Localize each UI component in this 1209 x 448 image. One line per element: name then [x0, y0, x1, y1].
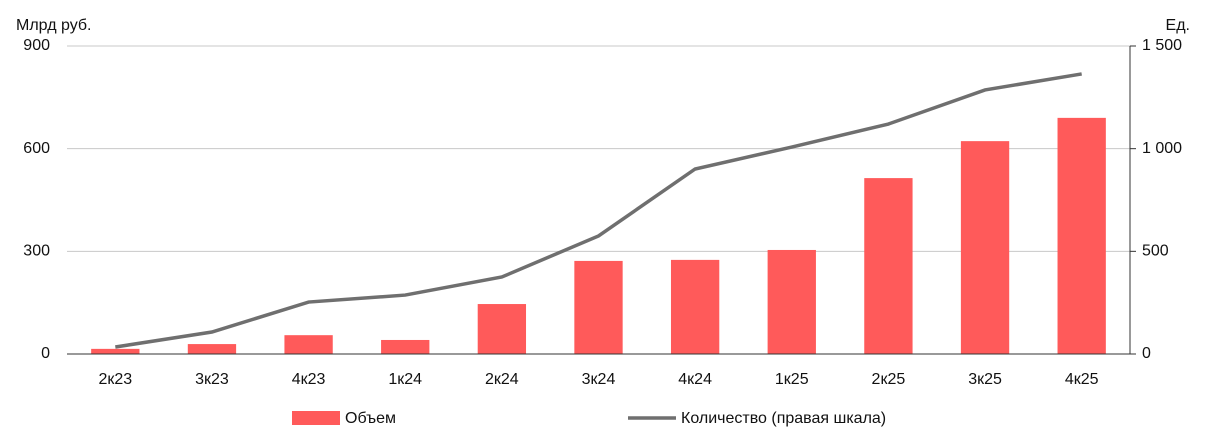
y-tick-label: 900: [23, 37, 50, 54]
bar: [477, 304, 527, 354]
bar: [284, 335, 333, 354]
bar: [187, 344, 237, 354]
line: [115, 72, 1082, 349]
y2-tick-label: 1 500: [1142, 37, 1182, 54]
x-tick-label: 2к23: [98, 371, 132, 388]
x-tick-label: 4к23: [292, 371, 326, 388]
legend-label: Объем: [345, 410, 396, 427]
bar: [381, 339, 430, 354]
y-tick-label: 600: [23, 140, 50, 157]
y-tick-label: 0: [41, 345, 50, 362]
x-tick-label: 2к24: [485, 371, 519, 388]
bar: [91, 348, 140, 354]
x-tick-label: 3к23: [195, 371, 229, 388]
y2-tick-label: 1 000: [1142, 140, 1182, 157]
x-tick-label: 1к24: [388, 371, 422, 388]
x-tick-label: 1к25: [775, 371, 809, 388]
x-tick-label: 3к24: [582, 371, 616, 388]
y-tick-label: 300: [23, 243, 50, 260]
x-tick-label: 4к24: [678, 371, 712, 388]
bar: [864, 178, 913, 354]
bar: [767, 249, 816, 354]
bar: [1057, 117, 1106, 354]
y-axis-label: Млрд руб.: [16, 17, 91, 34]
x-tick-label: 3к25: [968, 371, 1002, 388]
x-tick-label: 2к25: [872, 371, 906, 388]
legend-swatch: [292, 411, 340, 425]
legend-label: Количество (правая шкала): [681, 410, 886, 427]
x-tick-label: 4к25: [1065, 371, 1099, 388]
bar: [670, 259, 720, 354]
y2-tick-label: 500: [1142, 243, 1169, 260]
bar: [574, 260, 623, 354]
y2-axis-label: Ед.: [1166, 17, 1190, 34]
bar: [960, 141, 1010, 354]
y2-tick-label: 0: [1142, 345, 1151, 362]
